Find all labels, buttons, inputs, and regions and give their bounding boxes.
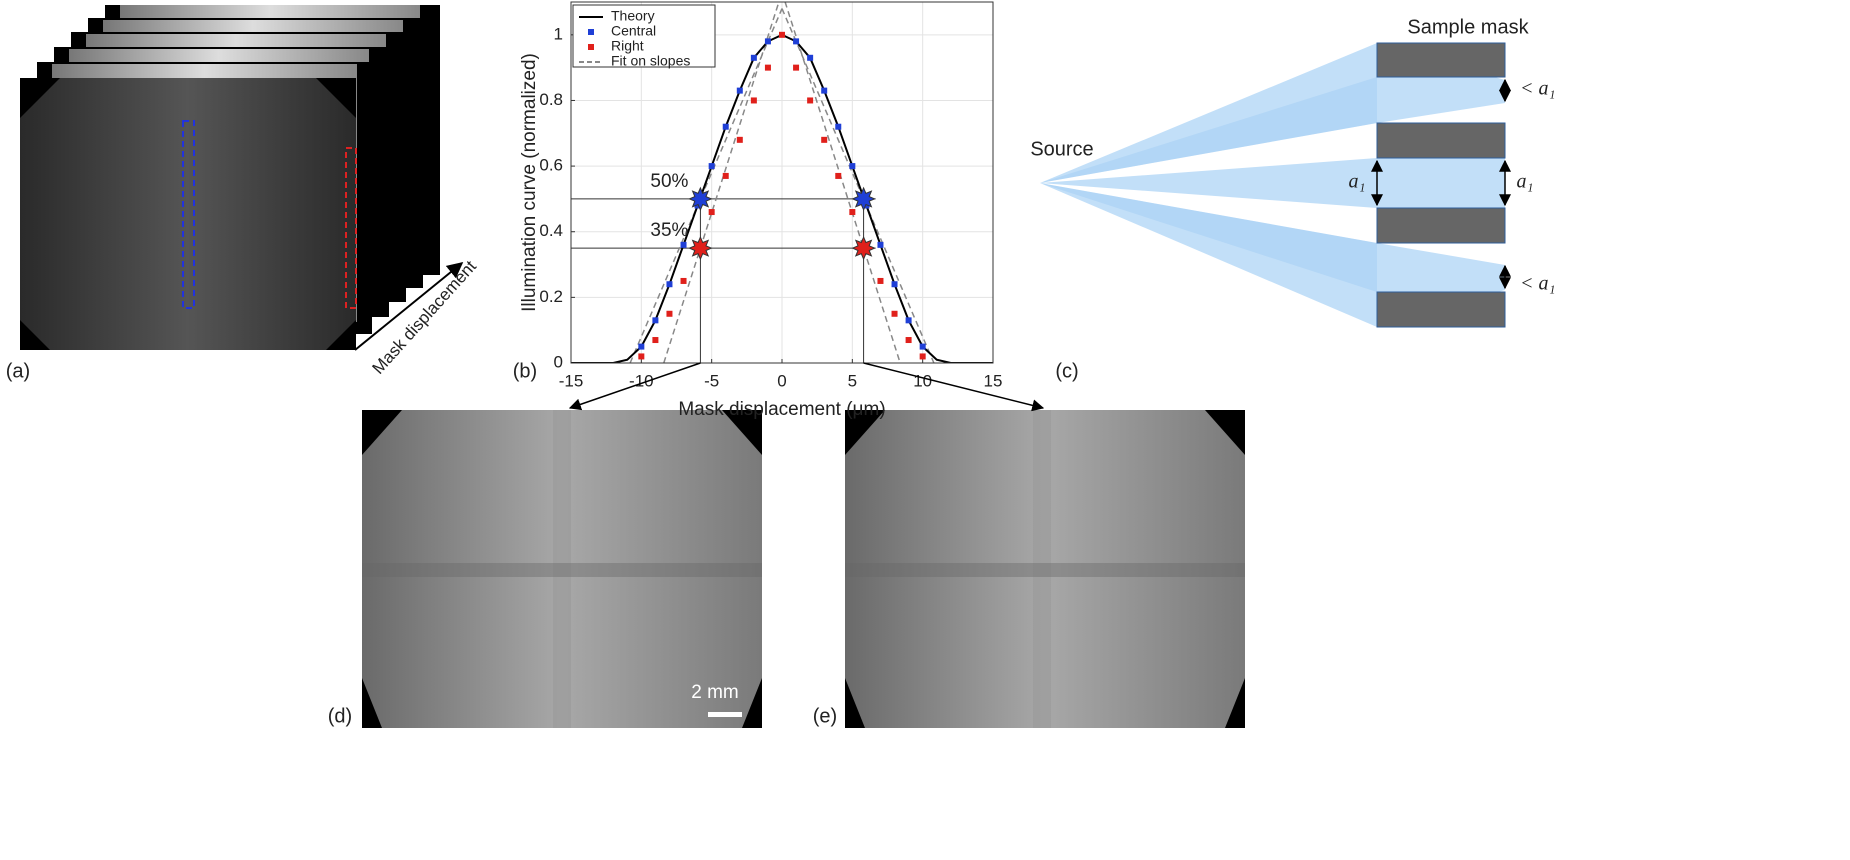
y-tick-label: 0 [554,352,563,371]
mask-label: Sample mask [1407,16,1529,38]
marker [708,209,715,216]
marker [680,241,687,248]
marker [764,38,771,45]
marker [736,136,743,143]
marker [835,172,842,179]
level-star [851,235,876,261]
panel-label: (d) [328,705,352,727]
level-star [851,186,876,212]
marker [877,277,884,284]
level-label: 35% [650,220,688,241]
legend-label: Theory [611,8,655,24]
plot-frame [570,1,994,364]
marker [905,317,912,324]
legend-label: Fit on slopes [611,53,690,69]
x-tick-label: 5 [848,371,857,390]
panel-label: (a) [6,360,30,382]
y-tick-label: 0.4 [539,221,563,240]
detector-image [845,410,1245,728]
marker [905,337,912,344]
y-axis-label: Illumination curve (normalized) [519,53,540,312]
legend-label: Right [611,38,644,54]
legend-label: Central [611,23,656,39]
x-tick-label: 15 [984,371,1003,390]
marker [793,38,800,45]
narrow-gap-label: < a₁ [1520,78,1555,100]
x-tick-label: 0 [777,371,786,390]
fit-line [629,2,935,363]
legend-swatch [588,29,594,35]
marker [807,97,814,104]
marker [708,163,715,170]
gap-arrows [1371,78,1511,290]
x-axis-label: Mask displacement (μm) [678,399,885,420]
marker [849,163,856,170]
marker [919,343,926,350]
marker [807,54,814,61]
marker [877,241,884,248]
x-tick-label: -5 [704,371,719,390]
gap-label: a₁ [1517,171,1534,193]
marker [835,123,842,130]
marker [666,310,673,317]
scale-bar-label: 2 mm [691,682,739,703]
panel-label: (c) [1055,360,1078,382]
marker [638,343,645,350]
beam-diagram [1040,43,1505,327]
marker [750,97,757,104]
marker [793,64,800,71]
source-label: Source [1030,138,1093,160]
marker [750,54,757,61]
marker [722,172,729,179]
marker [891,310,898,317]
marker [652,337,659,344]
marker [891,281,898,288]
gap-label: a₁ [1349,171,1366,193]
marker [638,353,645,360]
marker [863,202,870,209]
y-tick-label: 1 [554,24,563,43]
detector-image [362,410,762,728]
marker [821,87,828,94]
marker [779,31,785,38]
level-star [688,235,713,261]
panel-label: (b) [513,360,537,382]
marker [666,281,673,288]
y-tick-label: 0.6 [539,156,563,175]
level-star [688,186,713,212]
marker [919,353,926,360]
series-layer [571,2,993,363]
x-tick-label: 10 [913,371,932,390]
marker [764,64,771,71]
legend-box [572,4,716,68]
image-stack [20,5,464,351]
level-label: 50% [650,171,688,192]
marker [680,277,687,284]
pointer-arrow [863,362,1045,412]
panel-label: (e) [813,705,837,727]
x-tick-label: -15 [559,371,584,390]
legend-swatch [588,44,594,50]
marker [849,209,856,216]
marker [722,123,729,130]
marker [694,202,701,209]
marker [652,317,659,324]
y-tick-label: 0.8 [539,90,563,109]
pointer-arrow [568,362,701,411]
y-tick-label: 0.2 [539,287,563,306]
mask-bars [1376,42,1506,328]
narrow-gap-label: < a₁ [1520,273,1555,295]
marker [736,87,743,94]
marker [821,136,828,143]
